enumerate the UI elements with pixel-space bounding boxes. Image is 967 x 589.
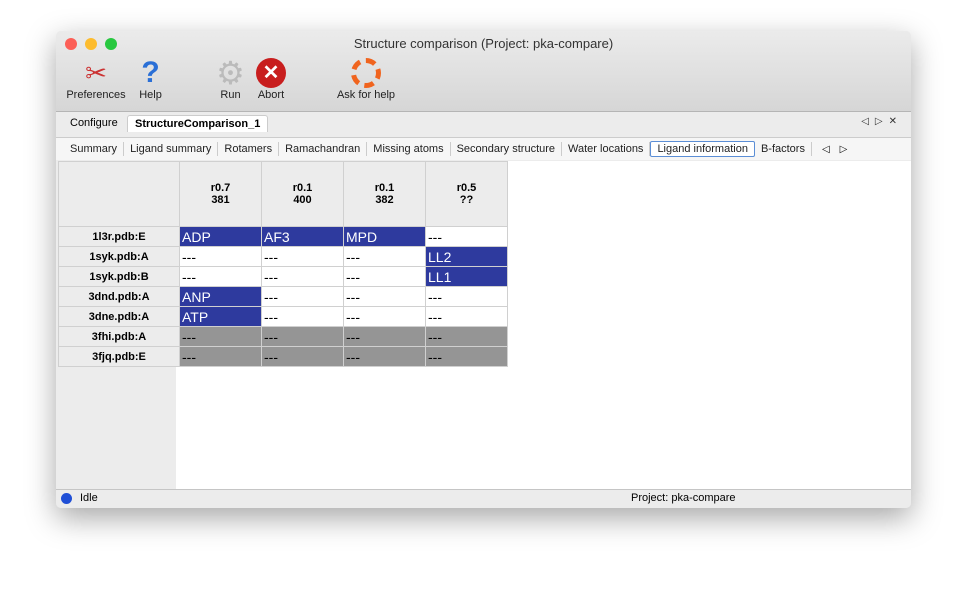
table-row: 1syk.pdb:B --- --- --- LL1 (58, 266, 508, 287)
label: Help (139, 89, 162, 101)
ligand-cell[interactable]: --- (343, 286, 426, 307)
label: Run (220, 89, 241, 101)
window-controls (65, 38, 117, 50)
status-indicator-icon (61, 493, 72, 504)
title-bar: Structure comparison (Project: pka-compa… (56, 31, 911, 112)
row-header[interactable]: 3fjq.pdb:E (58, 346, 180, 367)
subtab-summary[interactable]: Summary (64, 142, 125, 156)
abort-icon: ✕ (252, 57, 290, 89)
ligand-cell[interactable]: --- (425, 286, 508, 307)
close-button[interactable] (65, 38, 77, 50)
ligand-cell[interactable]: --- (179, 346, 262, 367)
minimize-button[interactable] (85, 38, 97, 50)
preferences-button[interactable]: ✂ Preferences (63, 57, 129, 102)
column-residue: 381 (211, 194, 230, 206)
tools-icon: ✂ (85, 57, 107, 88)
ligand-cell[interactable]: --- (179, 246, 262, 267)
column-residue: 400 (293, 194, 312, 206)
ligand-cell[interactable]: --- (343, 266, 426, 287)
ligand-cell[interactable]: --- (343, 246, 426, 267)
window-title: Structure comparison (Project: pka-compa… (353, 36, 614, 51)
column-header[interactable]: r0.1 382 (343, 161, 426, 227)
column-header[interactable]: r0.1 400 (261, 161, 344, 227)
ligand-cell[interactable]: --- (261, 346, 344, 367)
table-row: 1l3r.pdb:E ADP AF3 MPD --- (58, 226, 508, 247)
column-residue: ?? (459, 194, 474, 206)
ligand-cell[interactable]: --- (343, 306, 426, 327)
ligand-cell[interactable]: --- (261, 246, 344, 267)
ligand-cell[interactable]: --- (425, 346, 508, 367)
subtab-missing-atoms[interactable]: Missing atoms (367, 142, 451, 156)
ligand-cell[interactable]: --- (425, 326, 508, 347)
label: Preferences (66, 89, 126, 101)
ligand-cell[interactable]: LL1 (425, 266, 508, 287)
tab-configure[interactable]: Configure (70, 117, 118, 129)
table-row: 3fhi.pdb:A --- --- --- --- (58, 326, 508, 347)
subtab-ligand-summary[interactable]: Ligand summary (124, 142, 219, 156)
tab-controls[interactable]: ◁▷✕ (861, 116, 903, 127)
column-header[interactable]: r0.5?? (425, 161, 508, 227)
row-header[interactable]: 1syk.pdb:A (58, 246, 180, 267)
ligand-cell[interactable]: ATP (179, 306, 262, 327)
ligand-cell[interactable]: ANP (179, 286, 262, 307)
ligand-cell[interactable]: MPD (343, 226, 426, 247)
run-button[interactable]: ⚙ Run (214, 55, 247, 101)
ligand-cell[interactable]: --- (261, 326, 344, 347)
tab-structure-comparison[interactable]: StructureComparison_1 (127, 115, 269, 132)
status-bar: Idle Project: pka-compare (56, 489, 911, 508)
help-button[interactable]: ? Help (134, 56, 167, 101)
subtab-water-locations[interactable]: Water locations (562, 142, 651, 156)
subtab-ligand-information[interactable]: Ligand information (650, 141, 755, 157)
row-header[interactable]: 3dne.pdb:A (58, 306, 180, 327)
column-header[interactable]: r0.7 381 (179, 161, 262, 227)
subtab-rotamers[interactable]: Rotamers (218, 142, 280, 156)
ligand-cell[interactable]: --- (425, 226, 508, 247)
project-label: Project: pka-compare (631, 492, 736, 504)
tab-bar: Configure StructureComparison_1 ◁▷✕ (56, 113, 911, 133)
subtab-bar: Summary Ligand summary Rotamers Ramachandra… (56, 137, 911, 160)
lifebuoy-icon (331, 57, 401, 89)
abort-button[interactable]: ✕ Abort (252, 57, 290, 101)
ligand-cell[interactable]: --- (343, 346, 426, 367)
ligand-cell[interactable]: --- (179, 266, 262, 287)
app-window: Structure comparison (Project: pka-compa… (56, 31, 911, 508)
ligand-cell[interactable]: --- (261, 266, 344, 287)
ligand-cell[interactable]: --- (261, 306, 344, 327)
subtab-scroll-arrows[interactable]: ◁▷ (821, 143, 858, 155)
subtab-b-factors[interactable]: B-factors (755, 142, 812, 156)
subtab-secondary-structure[interactable]: Secondary structure (451, 142, 563, 156)
column-label: r0.7 (210, 182, 231, 194)
help-icon: ? (141, 56, 160, 89)
label: Ask for help (336, 89, 396, 101)
ask-for-help-button[interactable]: Ask for help (331, 57, 401, 101)
table-row: 3dnd.pdb:A ANP --- --- --- (58, 286, 508, 307)
gear-icon: ⚙ (216, 55, 245, 91)
header-row: r0.7 381 r0.1 400 r0.1 382 r0.5?? (58, 161, 508, 227)
ligand-table: r0.7 381 r0.1 400 r0.1 382 r0.5?? 1l3r.pdb:E ADP… (58, 161, 508, 367)
subtab-ramachandran[interactable]: Ramachandran (279, 142, 368, 156)
column-label: r0.1 (374, 182, 395, 194)
row-header[interactable]: 1syk.pdb:B (58, 266, 180, 287)
table-row: 3dne.pdb:A ATP --- --- --- (58, 306, 508, 327)
zoom-button[interactable] (105, 38, 117, 50)
ligand-cell[interactable]: --- (343, 326, 426, 347)
ligand-cell[interactable]: ADP (179, 226, 262, 247)
row-header[interactable]: 1l3r.pdb:E (58, 226, 180, 247)
table-row: 3fjq.pdb:E --- --- --- --- (58, 346, 508, 367)
column-label: r0.1 (292, 182, 313, 194)
table-row: 1syk.pdb:A --- --- --- LL2 (58, 246, 508, 267)
label: Abort (257, 89, 285, 101)
row-header[interactable]: 3dnd.pdb:A (58, 286, 180, 307)
corner-cell (58, 161, 180, 227)
ligand-cell[interactable]: AF3 (261, 226, 344, 247)
status-text: Idle (80, 492, 98, 504)
ligand-cell[interactable]: LL2 (425, 246, 508, 267)
ligand-cell[interactable]: --- (261, 286, 344, 307)
column-residue: 382 (375, 194, 394, 206)
row-header[interactable]: 3fhi.pdb:A (58, 326, 180, 347)
ligand-cell[interactable]: --- (179, 326, 262, 347)
ligand-information-table-area: r0.7 381 r0.1 400 r0.1 382 r0.5?? 1l3r.pdb:E ADP… (58, 161, 911, 490)
ligand-cell[interactable]: --- (425, 306, 508, 327)
column-label: r0.5 (456, 182, 477, 194)
